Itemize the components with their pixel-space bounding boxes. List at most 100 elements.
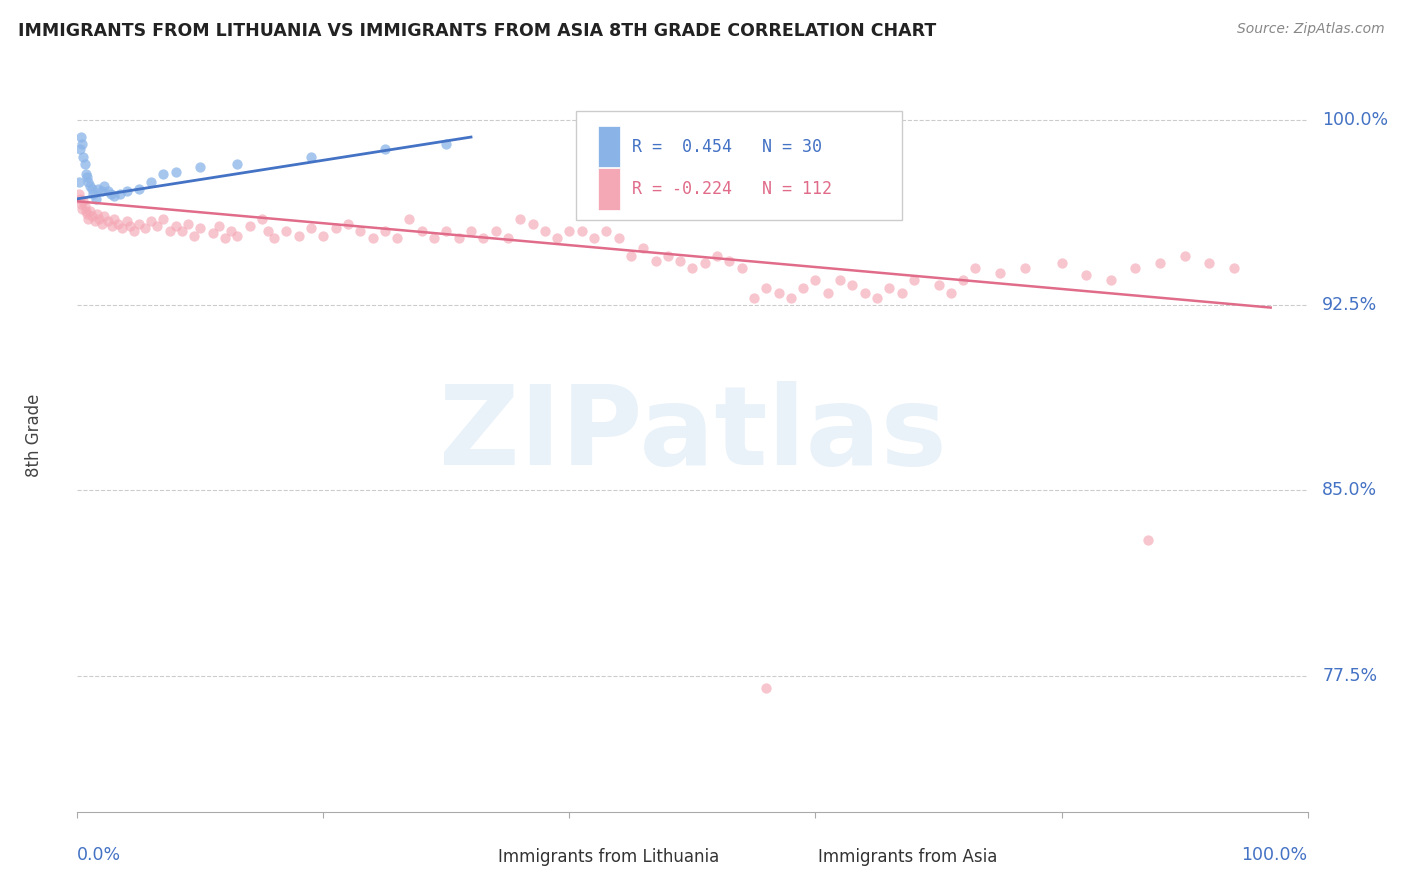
Point — [82, 186, 104, 201]
Point — [1076, 268, 1098, 283]
Point — [152, 211, 174, 226]
Text: 0.0%: 0.0% — [77, 846, 121, 863]
Point — [522, 217, 544, 231]
Point — [73, 157, 96, 171]
Point — [1050, 256, 1073, 270]
Point — [188, 221, 212, 235]
Text: Source: ZipAtlas.com: Source: ZipAtlas.com — [1237, 22, 1385, 37]
Bar — [467, 842, 489, 872]
Point — [146, 219, 169, 233]
Point — [276, 224, 298, 238]
Point — [84, 192, 107, 206]
Point — [657, 249, 679, 263]
Point — [103, 211, 125, 226]
Point — [460, 224, 482, 238]
Point — [75, 167, 97, 181]
Point — [485, 224, 508, 238]
Point — [75, 204, 97, 219]
Point — [82, 182, 104, 196]
Point — [804, 273, 827, 287]
Point — [122, 224, 145, 238]
Point — [226, 157, 249, 171]
Point — [398, 211, 420, 226]
Point — [890, 285, 912, 300]
Point — [669, 253, 692, 268]
Point — [107, 217, 129, 231]
Point — [77, 175, 100, 189]
Point — [1223, 260, 1246, 275]
Point — [374, 143, 396, 157]
Point — [337, 217, 360, 231]
Point — [79, 179, 101, 194]
Point — [693, 256, 716, 270]
Point — [312, 228, 335, 243]
Point — [69, 192, 91, 206]
Point — [496, 231, 519, 245]
Point — [385, 231, 409, 245]
Point — [89, 211, 111, 226]
Point — [1125, 260, 1147, 275]
Text: 77.5%: 77.5% — [1323, 667, 1378, 685]
Point — [903, 273, 925, 287]
Point — [841, 278, 863, 293]
Point — [534, 224, 557, 238]
Point — [239, 219, 262, 233]
Point — [103, 189, 125, 203]
Point — [1149, 256, 1171, 270]
Point — [436, 224, 458, 238]
Text: 92.5%: 92.5% — [1323, 296, 1378, 314]
Point — [780, 291, 803, 305]
Text: R = -0.224   N = 112: R = -0.224 N = 112 — [633, 180, 832, 198]
Point — [853, 285, 876, 300]
Point — [250, 211, 273, 226]
Bar — [787, 842, 810, 872]
Point — [792, 281, 814, 295]
Point — [257, 224, 280, 238]
Point — [177, 217, 200, 231]
Point — [411, 224, 433, 238]
Point — [115, 185, 138, 199]
Text: ZIPatlas: ZIPatlas — [439, 382, 946, 488]
Point — [159, 224, 181, 238]
Point — [952, 273, 974, 287]
Point — [866, 291, 889, 305]
Point — [325, 221, 347, 235]
Point — [558, 224, 581, 238]
Point — [768, 285, 790, 300]
Point — [288, 228, 311, 243]
Point — [595, 224, 617, 238]
Point — [879, 281, 901, 295]
Point — [93, 209, 115, 223]
Point — [263, 231, 285, 245]
Point — [183, 228, 205, 243]
Point — [87, 182, 110, 196]
Point — [165, 164, 187, 178]
Point — [1014, 260, 1036, 275]
Point — [299, 221, 322, 235]
Bar — [598, 169, 620, 210]
Point — [472, 231, 495, 245]
Point — [226, 228, 249, 243]
Point — [682, 260, 704, 275]
Point — [620, 249, 643, 263]
Point — [101, 219, 124, 233]
Point — [742, 291, 765, 305]
Point — [170, 224, 193, 238]
Point — [69, 143, 91, 157]
Point — [830, 273, 852, 287]
Point — [374, 224, 396, 238]
Point — [72, 194, 94, 209]
Text: 8th Grade: 8th Grade — [25, 393, 44, 476]
Point — [100, 186, 122, 201]
Point — [128, 217, 150, 231]
Point — [361, 231, 384, 245]
Point — [82, 209, 104, 223]
Point — [447, 231, 470, 245]
Point — [718, 253, 741, 268]
Point — [731, 260, 754, 275]
Point — [607, 231, 630, 245]
Point — [644, 253, 666, 268]
Point — [76, 169, 98, 184]
Point — [72, 150, 94, 164]
Point — [67, 186, 90, 201]
